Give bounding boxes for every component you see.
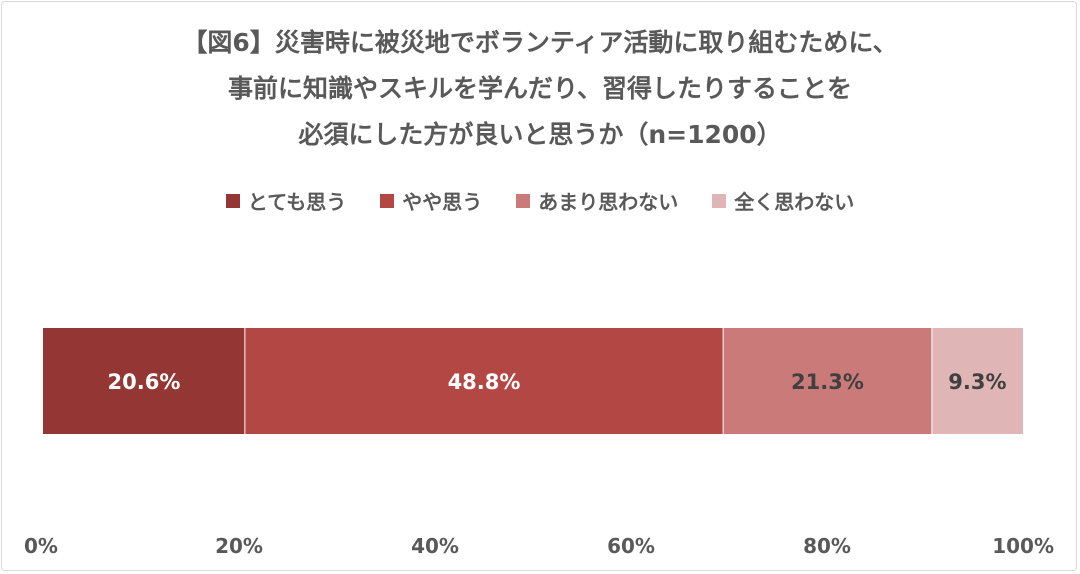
bar-segment-3 (723, 328, 932, 434)
title-line-1: 【図6】災害時に被災地でボランティア活動に取り組むために、 (182, 28, 898, 57)
bar-segment-4 (931, 328, 1023, 434)
legend-swatch-very (225, 193, 240, 208)
bar-segment-1 (43, 328, 245, 434)
legend: とても思う やや思う あまり思わない 全く思わない (0, 186, 1080, 215)
x-tick-label-40pct: 40% (411, 534, 459, 558)
chart-title: 【図6】災害時に被災地でボランティア活動に取り組むために、 事前に知識やスキルを… (0, 20, 1080, 158)
legend-swatch-not-at-all (712, 193, 727, 208)
x-tick-label-100pct: 100% (992, 534, 1054, 558)
legend-label-very: とても思う (247, 190, 347, 214)
x-tick-label-80pct: 80% (803, 534, 851, 558)
legend-item-not-at-all: 全く思わない (712, 186, 854, 215)
legend-item-not-much: あまり思わない (516, 186, 678, 215)
data-label-1: 20.6% (108, 370, 181, 394)
legend-swatch-not-much (516, 193, 531, 208)
legend-label-somewhat: やや思う (402, 190, 483, 214)
legend-item-somewhat: やや思う (380, 186, 482, 215)
x-tick-label-60pct: 60% (607, 534, 655, 558)
bar-segment-2 (244, 328, 724, 434)
x-tick-label-0pct: 0% (24, 534, 58, 558)
legend-label-not-at-all: 全く思わない (734, 190, 855, 214)
title-line-2: 事前に知識やスキルを学んだり、習得したりすることを (227, 74, 852, 103)
data-label-2: 48.8% (448, 370, 521, 394)
data-label-3: 21.3% (791, 370, 864, 394)
legend-label-not-much: あまり思わない (538, 190, 679, 214)
legend-swatch-somewhat (380, 193, 395, 208)
legend-item-very: とても思う (225, 186, 347, 215)
title-line-3: 必須にした方が良いと思うか（n=1200） (298, 120, 782, 149)
data-label-4: 9.3% (948, 370, 1006, 394)
x-tick-label-20pct: 20% (215, 534, 263, 558)
